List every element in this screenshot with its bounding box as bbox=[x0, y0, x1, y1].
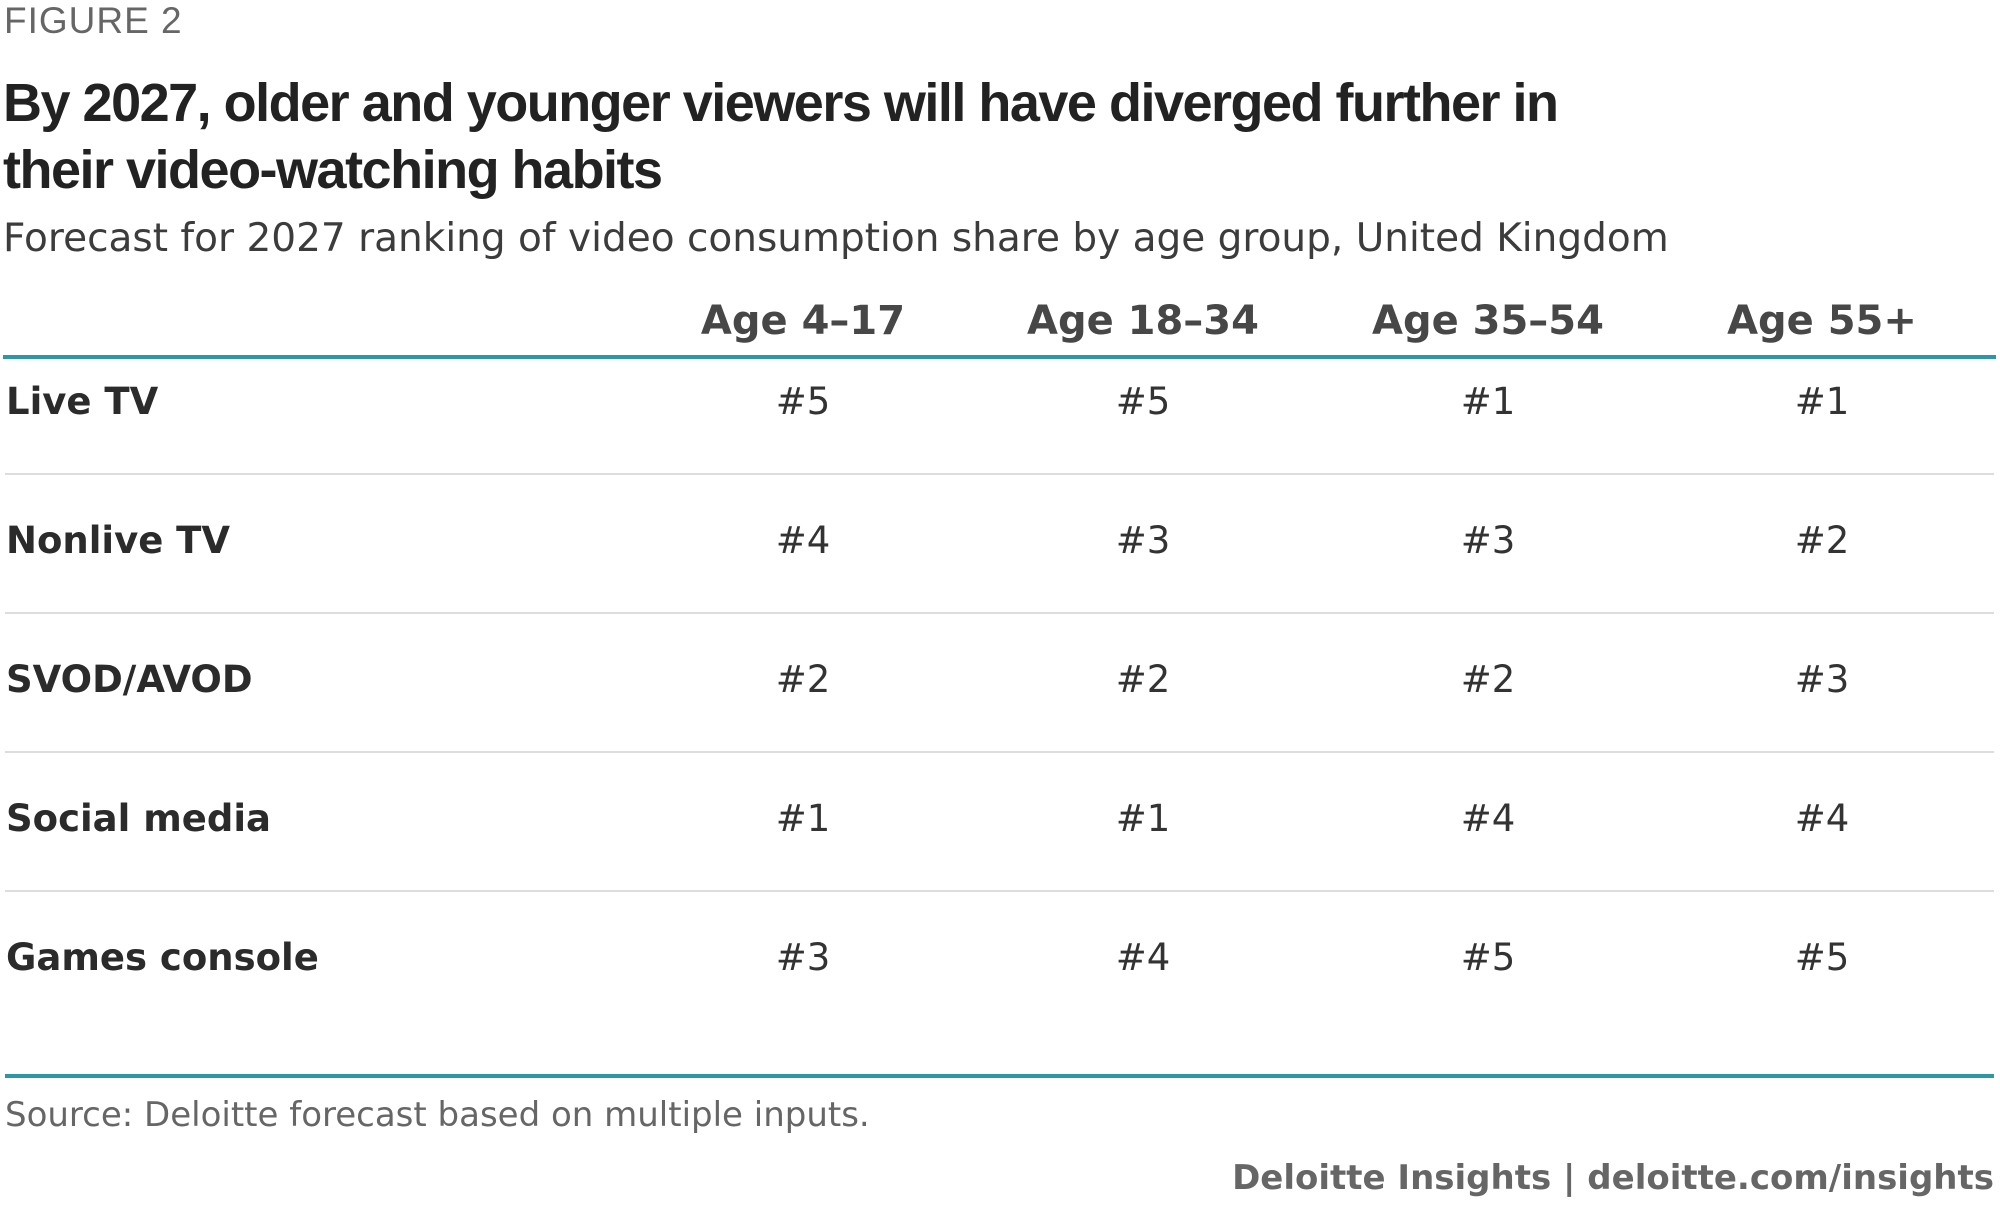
figure-label: FIGURE 2 bbox=[4, 0, 183, 41]
column-header: Age 35–54 bbox=[1372, 298, 1604, 344]
table-cell: #3 bbox=[1794, 658, 1850, 701]
column-header: Age 18–34 bbox=[1027, 298, 1259, 344]
table-cell: #1 bbox=[1794, 380, 1850, 423]
row-divider bbox=[5, 890, 1994, 892]
row-divider bbox=[5, 473, 1994, 475]
table-cell: #4 bbox=[1460, 797, 1516, 840]
row-label: Social media bbox=[6, 797, 271, 840]
table-cell: #1 bbox=[1115, 797, 1171, 840]
row-label: Games console bbox=[6, 936, 319, 979]
header-rule bbox=[3, 355, 1996, 359]
table-cell: #3 bbox=[1115, 519, 1171, 562]
table-cell: #4 bbox=[775, 519, 831, 562]
table-cell: #1 bbox=[1460, 380, 1516, 423]
table-cell: #3 bbox=[1460, 519, 1516, 562]
row-label: SVOD/AVOD bbox=[6, 658, 253, 701]
row-label: Nonlive TV bbox=[6, 519, 231, 562]
table-cell: #4 bbox=[1115, 936, 1171, 979]
row-divider bbox=[5, 612, 1994, 614]
table-cell: #2 bbox=[1115, 658, 1171, 701]
footer-rule bbox=[5, 1074, 1994, 1078]
table-cell: #5 bbox=[1794, 936, 1850, 979]
row-divider bbox=[5, 751, 1994, 753]
column-header: Age 4–17 bbox=[700, 298, 906, 344]
chart-title: By 2027, older and younger viewers will … bbox=[3, 73, 1559, 200]
source-note: Source: Deloitte forecast based on multi… bbox=[5, 1095, 870, 1135]
row-label: Live TV bbox=[6, 380, 159, 423]
credit-line: Deloitte Insights | deloitte.com/insight… bbox=[1232, 1158, 1994, 1198]
column-header: Age 55+ bbox=[1727, 298, 1917, 344]
table-cell: #3 bbox=[775, 936, 831, 979]
table-cell: #2 bbox=[1460, 658, 1516, 701]
ranking-table: Age 4–17 Age 18–34 Age 35–54 Age 55+ Live TV… bbox=[0, 280, 2000, 1080]
table-cell: #5 bbox=[775, 380, 831, 423]
table-cell: #5 bbox=[1115, 380, 1171, 423]
table-cell: #4 bbox=[1794, 797, 1850, 840]
chart-subtitle: Forecast for 2027 ranking of video consu… bbox=[3, 216, 1669, 261]
table-cell: #5 bbox=[1460, 936, 1516, 979]
table-cell: #1 bbox=[775, 797, 831, 840]
table-cell: #2 bbox=[1794, 519, 1850, 562]
table-cell: #2 bbox=[775, 658, 831, 701]
